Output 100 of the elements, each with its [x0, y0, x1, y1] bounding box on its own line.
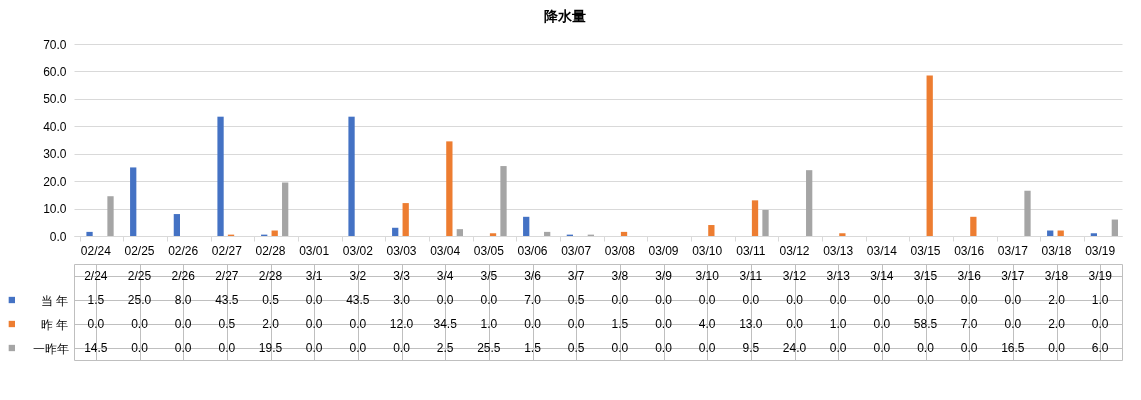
y-tick-label: 50.0 [43, 92, 67, 107]
y-tick-label: 10.0 [43, 202, 67, 217]
bar [1090, 233, 1098, 236]
x-tick-label: 02/27 [211, 243, 243, 258]
data-label: 25.5 [477, 341, 501, 355]
text: 3/18 [1044, 269, 1069, 283]
text: 3/13 [826, 269, 851, 283]
data-label: 0.0 [1048, 341, 1066, 355]
text: 3/5 [480, 269, 498, 283]
x-tick-label: 03/14 [866, 243, 898, 258]
bar [751, 200, 759, 236]
x-tick-label: 03/03 [386, 243, 417, 258]
y-tick-label: 60.0 [43, 64, 67, 79]
data-label: 58.5 [913, 317, 938, 331]
x-tick-label: 03/05 [473, 243, 505, 258]
bar [130, 167, 137, 236]
text: 3/10 [695, 269, 720, 283]
data-label: 0.0 [349, 341, 367, 355]
text: 3/16 [957, 269, 982, 283]
data-label: 0.0 [131, 317, 149, 331]
text: 2/26 [171, 269, 196, 283]
text: 3/8 [611, 269, 629, 283]
text: 3/2 [349, 269, 367, 283]
data-label: 0.0 [873, 341, 891, 355]
data-label: 0.0 [611, 293, 629, 307]
x-tick-label: 03/16 [954, 243, 985, 258]
bar [456, 229, 463, 236]
text: 3/12 [782, 269, 807, 283]
data-label: 0.0 [698, 341, 716, 355]
chart-title: 降水量 [544, 8, 587, 24]
bar [762, 209, 769, 236]
bar [217, 116, 224, 236]
data-label: 0.0 [917, 341, 935, 355]
data-label: 2.5 [436, 341, 454, 355]
text: 3/4 [436, 269, 454, 283]
data-label: 0.5 [262, 293, 280, 307]
bar [839, 233, 846, 236]
data-label: 0.0 [349, 317, 367, 331]
data-label: 0.0 [698, 293, 716, 307]
x-tick-label: 02/25 [124, 243, 155, 258]
data-label: 0.5 [567, 341, 585, 355]
data-label: 0.0 [87, 317, 105, 331]
data-label: 0.0 [1004, 293, 1022, 307]
bar [282, 182, 289, 236]
text: 3/3 [393, 269, 411, 283]
data-label: 0.0 [655, 317, 673, 331]
bar [107, 196, 114, 236]
data-label: 2.0 [1048, 293, 1066, 307]
data-label: 1.0 [829, 317, 847, 331]
text: 3/17 [1001, 269, 1025, 283]
x-tick-label: 02/26 [168, 243, 199, 258]
legend-label: 昨 年 [41, 317, 69, 332]
text: 3/14 [870, 269, 894, 283]
data-label: 13.0 [739, 317, 763, 331]
data-label: 19.5 [258, 341, 283, 355]
data-label: 16.5 [1001, 341, 1025, 355]
x-tick-label: 03/12 [779, 243, 810, 258]
text: 3/1 [305, 269, 323, 283]
data-label: 1.5 [524, 341, 542, 355]
text: 2/28 [258, 269, 283, 283]
bar [544, 231, 551, 236]
bar [926, 75, 933, 236]
data-label: 0.0 [131, 341, 149, 355]
y-tick-label: 30.0 [43, 147, 67, 162]
data-label: 7.0 [524, 293, 542, 307]
data-label: 0.0 [393, 341, 411, 355]
data-label: 0.0 [829, 341, 847, 355]
data-label: 8.0 [174, 293, 192, 307]
bar [708, 225, 715, 236]
text: 3/9 [655, 269, 673, 283]
data-label: 43.5 [346, 293, 370, 307]
data-label: 7.0 [960, 317, 978, 331]
text: 3/19 [1088, 269, 1113, 283]
x-tick-label: 03/15 [910, 243, 941, 258]
data-label: 0.5 [218, 317, 236, 331]
data-label: 0.5 [567, 293, 585, 307]
data-label: 43.5 [215, 293, 239, 307]
legend-label: 一昨年 [32, 341, 69, 356]
data-label: 0.0 [655, 293, 673, 307]
data-label: 0.0 [174, 341, 192, 355]
data-label: 1.5 [87, 293, 105, 307]
data-label: 9.5 [742, 341, 760, 355]
data-label: 2.0 [1048, 317, 1066, 331]
data-label: 25.0 [127, 293, 152, 307]
x-tick-label: 03/07 [561, 243, 592, 258]
data-label: 2.0 [262, 317, 280, 331]
text: 3/11 [739, 269, 763, 283]
y-tick-label: 20.0 [43, 174, 67, 189]
x-tick-label: 03/02 [342, 243, 374, 258]
data-label: 4.0 [698, 317, 716, 331]
data-label: 1.0 [1091, 293, 1109, 307]
data-label: 0.0 [786, 293, 804, 307]
x-tick-label: 03/17 [997, 243, 1029, 258]
data-label: 0.0 [960, 341, 978, 355]
data-label: 0.0 [611, 341, 629, 355]
x-tick-label: 03/01 [299, 243, 330, 258]
data-label: 0.0 [873, 293, 891, 307]
data-label: 1.0 [480, 317, 498, 331]
data-label: 0.0 [567, 317, 585, 331]
data-label: 0.0 [305, 341, 323, 355]
